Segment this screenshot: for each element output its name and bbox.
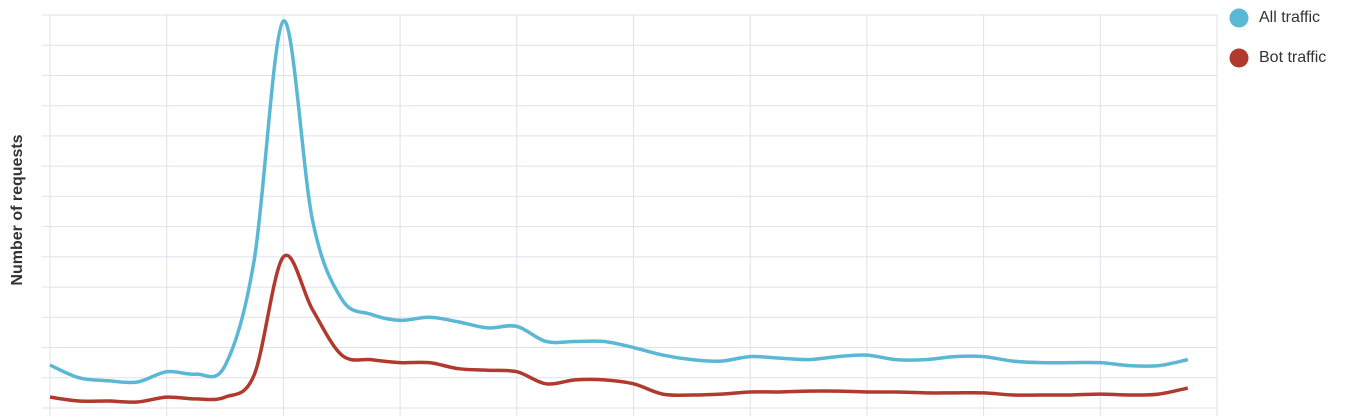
line-series — [49, 19, 1189, 385]
y-axis-label: Number of requests — [9, 134, 26, 285]
legend-label: Bot traffic — [1259, 49, 1326, 66]
line-series — [49, 253, 1189, 404]
legend-marker — [1229, 8, 1249, 28]
legend-label: All traffic — [1259, 9, 1320, 26]
legend-marker — [1229, 48, 1249, 68]
